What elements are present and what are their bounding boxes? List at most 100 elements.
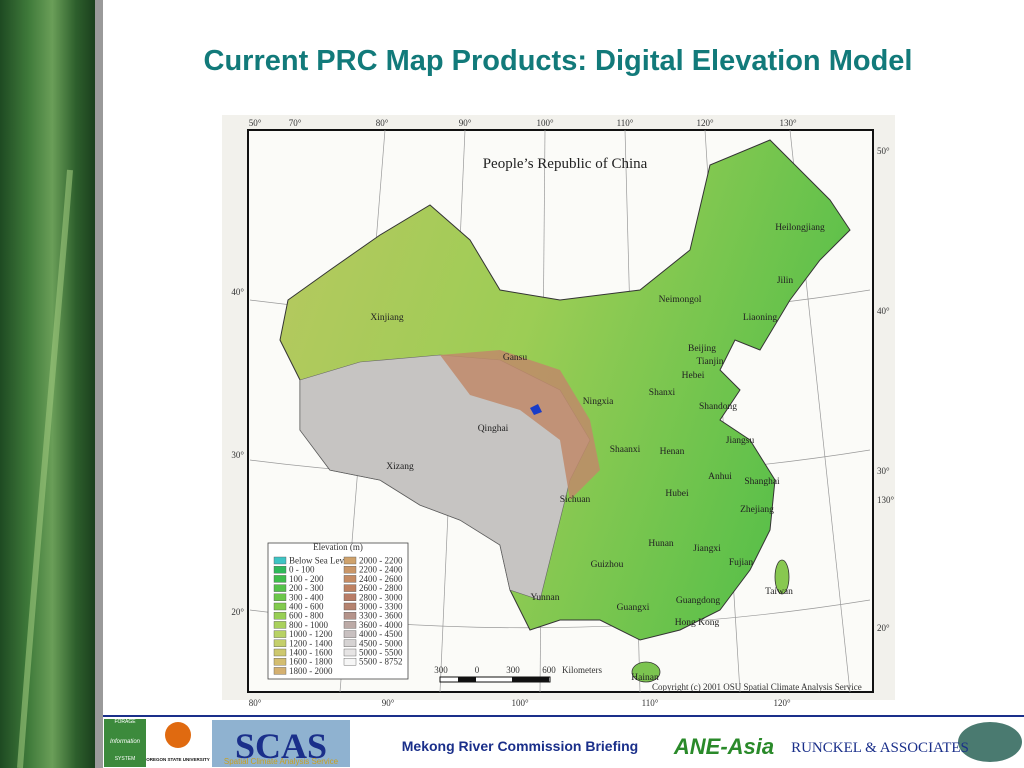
legend-label: 200 - 300 (289, 583, 324, 593)
province-label: Guizhou (591, 560, 624, 570)
scale-bar (439, 676, 551, 683)
province-label: Shanxi (649, 388, 676, 398)
latitude-label: 130° (877, 495, 895, 505)
province-label: Guangxi (617, 603, 650, 613)
province-label: Guangdong (676, 596, 721, 606)
scale-label: 300 (506, 665, 520, 675)
legend-label: 5000 - 5500 (359, 648, 403, 658)
longitude-label: 130° (779, 118, 797, 128)
legend-swatch (273, 639, 287, 647)
forage-logo (104, 719, 146, 767)
longitude-label: 80° (376, 118, 389, 128)
taiwan-island (774, 559, 790, 595)
legend-label: 1400 - 1600 (289, 648, 333, 658)
legend-swatch (273, 593, 287, 601)
latitude-label: 50° (877, 146, 890, 156)
province-label: Jiangxi (693, 544, 721, 554)
legend-label: 2800 - 3000 (359, 592, 403, 602)
forage-text: FORAGE (114, 719, 136, 725)
longitude-label: 120° (773, 698, 791, 708)
legend-swatch (343, 556, 357, 565)
province-label: Anhui (708, 472, 732, 482)
province-label: Ningxia (583, 397, 614, 407)
briefing-text: Mekong River Commission Briefing (402, 738, 638, 754)
scale-label: 0 (475, 665, 480, 675)
legend-swatch (343, 621, 357, 629)
legend-swatch (343, 658, 357, 666)
province-label: Shanghai (744, 477, 780, 487)
legend-swatch (343, 575, 357, 583)
legend-label: 2200 - 2400 (359, 565, 403, 575)
province-label: Sichuan (560, 495, 591, 505)
globe (958, 722, 1022, 762)
legend-label: 3300 - 3600 (359, 611, 403, 621)
qaidam (440, 350, 600, 500)
longitude-label: 90° (459, 118, 472, 128)
province-label: Shandong (699, 402, 737, 412)
legend-swatch (273, 621, 287, 629)
legend-swatch (273, 658, 287, 666)
legend-label: 300 - 400 (289, 592, 324, 602)
province-label: Hunan (648, 539, 674, 549)
legend-label: 600 - 800 (289, 611, 324, 621)
osu-text: OREGON STATE UNIVERSITY (146, 757, 210, 762)
copyright: Copyright (c) 2001 OSU Spatial Climate A… (652, 682, 862, 692)
map-title: People’s Republic of China (483, 156, 648, 172)
legend-title: Elevation (m) (313, 542, 363, 552)
legend-label: 2000 - 2200 (359, 556, 403, 566)
legend-label: 2600 - 2800 (359, 583, 403, 593)
legend-swatch (273, 584, 287, 592)
province-label: Jiangsu (726, 436, 755, 446)
scale-label: Kilometers (562, 665, 602, 675)
province-label: Hainan (631, 673, 659, 683)
legend-label: 0 - 100 (289, 565, 315, 575)
province-label: Jilin (777, 276, 794, 286)
scas-sub: Spatial Climate Analysis Service (224, 757, 339, 766)
legend-box (267, 542, 409, 680)
slide-title: Current PRC Map Products: Digital Elevat… (204, 45, 913, 77)
legend-label: 3600 - 4000 (359, 620, 403, 630)
province-label: Hong Kong (675, 618, 720, 628)
province-label: Tianjin (696, 357, 723, 367)
province-label: Beijing (688, 344, 716, 354)
forage-text: Information (110, 739, 141, 745)
qinghai-lake (530, 404, 542, 415)
province-label: Heilongjiang (775, 223, 825, 233)
legend-swatch (273, 602, 287, 611)
grass-blade (17, 169, 73, 768)
legend-swatch (273, 648, 287, 657)
legend-label: 400 - 600 (289, 602, 324, 612)
longitude-label: 120° (696, 118, 714, 128)
province-label: Hebei (682, 371, 705, 381)
legend-swatch (343, 602, 357, 611)
legend-swatch (273, 630, 287, 638)
scale-label: 300 (434, 665, 448, 675)
province-label: Gansu (503, 353, 528, 363)
legend-label: 100 - 200 (289, 574, 324, 584)
ane-logo: ANE-Asia (673, 734, 774, 759)
legend-swatch (273, 612, 287, 620)
longitude-label: 110° (617, 118, 634, 128)
hainan-island (631, 661, 661, 683)
longitude-label: 80° (249, 698, 262, 708)
legend-swatch (343, 584, 357, 592)
scale-label: 600 (542, 665, 556, 675)
legend-label: 1200 - 1400 (289, 638, 333, 648)
legend-label: 4000 - 4500 (359, 629, 403, 639)
province-label: Xinjiang (370, 313, 403, 323)
province-label: Shaanxi (610, 445, 641, 455)
divider (95, 0, 103, 768)
scas-logo (212, 720, 350, 767)
province-label: Taiwan (765, 587, 793, 597)
scas-text: SCAS (235, 726, 327, 766)
legend-label: 4500 - 5000 (359, 638, 403, 648)
longitude-label: 50° (249, 118, 262, 128)
legend-swatch (343, 648, 357, 657)
longitude-label: 70° (289, 118, 302, 128)
longitude-label: 100° (536, 118, 554, 128)
legend-label: 1000 - 1200 (289, 629, 333, 639)
province-label: Xizang (386, 462, 414, 472)
osu-logo (165, 722, 191, 748)
legend-label: 2400 - 2600 (359, 574, 403, 584)
